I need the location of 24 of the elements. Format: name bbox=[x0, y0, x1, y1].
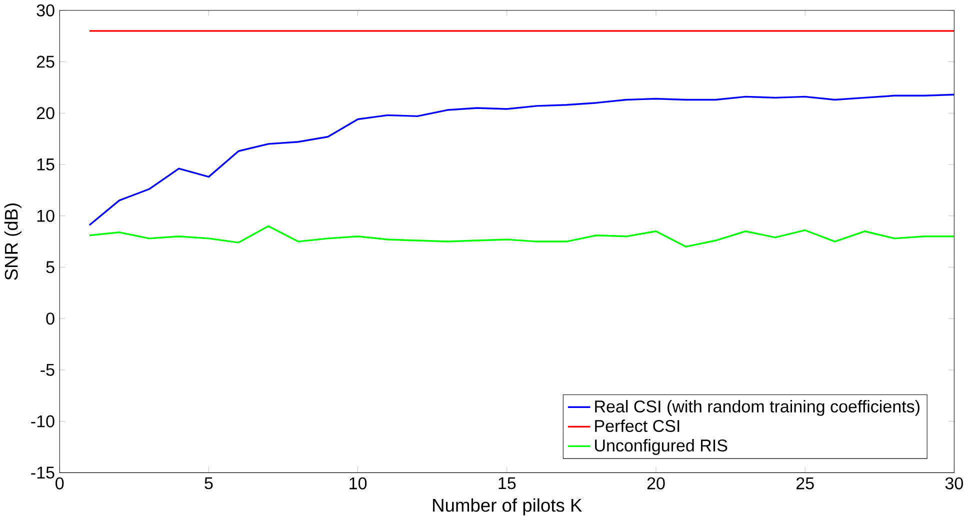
x-tick-label: 5 bbox=[204, 477, 213, 490]
x-tick-label: 30 bbox=[945, 477, 963, 490]
x-axis-title: Number of pilots K bbox=[433, 498, 582, 516]
y-tick-label: -5 bbox=[40, 364, 54, 376]
x-tick-label: 15 bbox=[498, 477, 516, 490]
y-tick-label: 25 bbox=[36, 56, 54, 68]
y-tick-label: 30 bbox=[36, 4, 54, 17]
y-tick-label: 10 bbox=[37, 210, 54, 222]
x-tick-label: 0 bbox=[56, 477, 64, 490]
y-tick-label: -10 bbox=[31, 415, 54, 428]
y-tick-label: 20 bbox=[36, 107, 54, 120]
y-tick-label: -15 bbox=[31, 466, 54, 479]
line-series bbox=[88, 94, 954, 226]
legend-label: Perfect CSI bbox=[595, 420, 680, 432]
legend-label: Unconfigured RIS bbox=[595, 439, 728, 456]
x-tick-label: 25 bbox=[796, 477, 814, 490]
y-axis-title: SNR (dB) bbox=[4, 204, 22, 280]
x-tick-label: 20 bbox=[647, 477, 665, 490]
x-tick-label: 10 bbox=[350, 477, 367, 490]
y-tick-label: 5 bbox=[46, 261, 54, 274]
line-series bbox=[88, 225, 954, 248]
y-tick-label: 15 bbox=[37, 158, 54, 171]
legend-label: Real CSI (with random training coefficients) bbox=[595, 400, 920, 416]
y-tick-label: 0 bbox=[46, 312, 54, 325]
